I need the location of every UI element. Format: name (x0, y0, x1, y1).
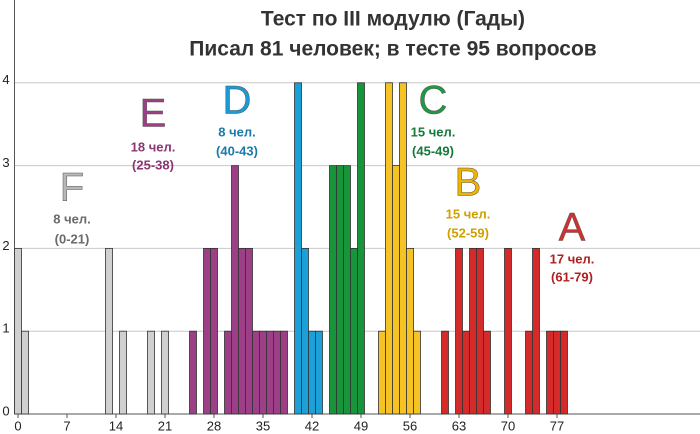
bar (161, 330, 169, 415)
grade-letter: A (559, 206, 586, 250)
x-tick-label: 7 (63, 418, 70, 433)
bar (294, 82, 302, 415)
bar (455, 247, 463, 415)
grade-range: (61-79) (551, 269, 593, 284)
y-tick-label: 2 (2, 238, 9, 253)
x-tick-label: 21 (158, 418, 172, 433)
bar (245, 247, 253, 415)
bar (147, 330, 155, 415)
grade-count: 8 чел. (53, 211, 91, 226)
bar (406, 247, 414, 415)
x-tick-label: 35 (256, 418, 270, 433)
grade-range: (0-21) (55, 231, 90, 246)
bar (301, 247, 309, 415)
x-tick-label: 77 (550, 418, 564, 433)
y-tick-label: 4 (2, 72, 9, 87)
bar (224, 330, 232, 415)
bar (343, 165, 351, 415)
grade-range: (40-43) (216, 143, 258, 158)
bar (210, 247, 218, 415)
bar (441, 330, 449, 415)
bar (252, 330, 260, 415)
bar (504, 247, 512, 415)
bar (546, 330, 554, 415)
bar (105, 247, 113, 415)
grade-letter: B (455, 161, 482, 205)
bar (469, 247, 477, 415)
bar (476, 247, 484, 415)
bar (525, 330, 533, 415)
grade-range: (45-49) (412, 143, 454, 158)
chart-subtitle: Писал 81 человек; в тесте 95 вопросов (189, 38, 597, 61)
bar (392, 165, 400, 415)
y-tick-label: 3 (2, 155, 9, 170)
bar (203, 247, 211, 415)
grade-letter: D (223, 79, 252, 123)
bar (560, 330, 568, 415)
grade-letter: F (60, 166, 84, 210)
x-tick-label: 63 (452, 418, 466, 433)
bar (308, 330, 316, 415)
bar (462, 330, 470, 415)
bar (231, 165, 239, 415)
bar (357, 82, 365, 415)
y-tick-label: 0 (2, 403, 9, 418)
grade-letter: E (140, 92, 167, 136)
bar (532, 247, 540, 415)
grade-count: 17 чел. (550, 251, 595, 266)
grade-count: 15 чел. (411, 124, 456, 139)
grade-count: 18 чел. (131, 139, 176, 154)
bar (273, 330, 281, 415)
bar (280, 330, 288, 415)
grade-letter: C (419, 79, 448, 123)
grade-count: 8 чел. (218, 124, 256, 139)
bar (315, 330, 323, 415)
grade-range: (52-59) (447, 225, 489, 240)
bar (378, 330, 386, 415)
bar (483, 330, 491, 415)
x-tick-label: 56 (403, 418, 417, 433)
bar (21, 330, 29, 415)
bar (238, 247, 246, 415)
bar (385, 82, 393, 415)
bar (259, 330, 267, 415)
bar (266, 330, 274, 415)
x-tick-label: 28 (207, 418, 221, 433)
y-tick-label: 1 (2, 321, 9, 336)
bar (350, 247, 358, 415)
x-tick-label: 0 (14, 418, 21, 433)
bar (413, 330, 421, 415)
x-tick-label: 42 (305, 418, 319, 433)
x-tick-label: 14 (109, 418, 123, 433)
bar (399, 82, 407, 415)
x-tick-label: 70 (501, 418, 515, 433)
bar (189, 330, 197, 415)
bar (119, 330, 127, 415)
bar (14, 247, 22, 415)
bar (336, 165, 344, 415)
grade-range: (25-38) (132, 157, 174, 172)
grade-count: 15 чел. (446, 206, 491, 221)
bar (329, 165, 337, 415)
chart-title: Тест по III модулю (Гады) (261, 8, 525, 31)
bar (553, 330, 561, 415)
x-tick-label: 49 (354, 418, 368, 433)
